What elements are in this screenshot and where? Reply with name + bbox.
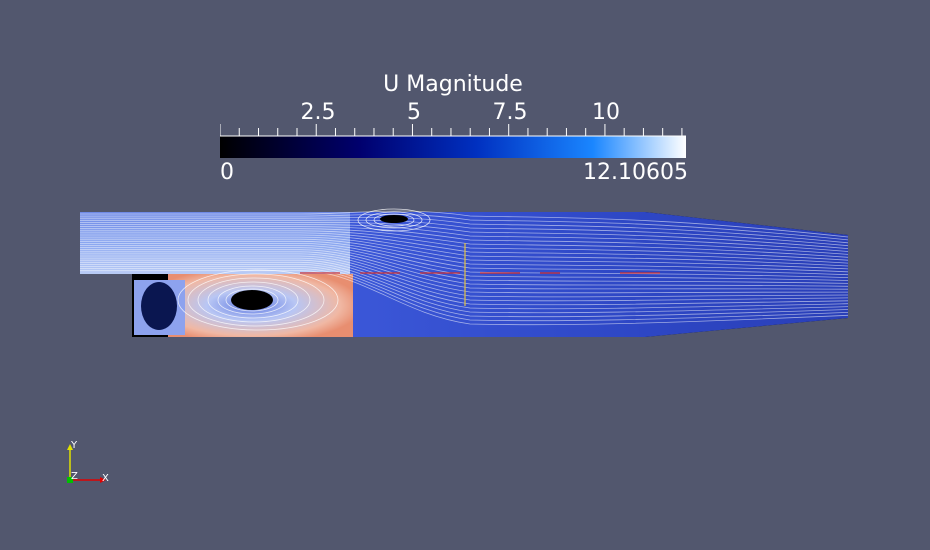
streamline bbox=[80, 243, 849, 278]
colorbar-tick-label: 7.5 bbox=[492, 100, 528, 125]
top-vortex bbox=[357, 208, 431, 232]
streamline bbox=[80, 249, 849, 287]
streamline bbox=[80, 219, 849, 247]
colorbar-tick-label: 2.5 bbox=[300, 100, 336, 125]
x-axis-label: X bbox=[102, 473, 109, 484]
colorbar-tick-label: 10 bbox=[592, 100, 620, 125]
streamline bbox=[80, 264, 849, 314]
orientation-axes bbox=[67, 444, 106, 483]
streamline bbox=[80, 213, 849, 241]
streamline bbox=[80, 259, 849, 306]
streamline bbox=[80, 221, 849, 249]
streamline bbox=[80, 216, 849, 244]
streamline bbox=[80, 240, 849, 276]
streamline bbox=[80, 228, 849, 258]
streamline bbox=[80, 226, 849, 255]
z-axis-marker bbox=[67, 477, 73, 483]
streamline bbox=[80, 247, 849, 284]
streamline bbox=[80, 255, 849, 298]
streamline bbox=[80, 230, 849, 261]
colorbar-title: U Magnitude bbox=[383, 72, 523, 97]
streamline bbox=[80, 261, 849, 310]
streamline bbox=[80, 232, 849, 264]
top-vortex-core bbox=[380, 215, 408, 223]
colorbar-tick-label: 5 bbox=[407, 100, 421, 125]
streamline bbox=[80, 234, 849, 267]
streamline bbox=[80, 245, 849, 281]
streamline bbox=[80, 253, 849, 294]
streamline bbox=[80, 270, 849, 326]
main-vortex bbox=[177, 269, 339, 331]
streamline bbox=[80, 224, 849, 252]
probe-lines bbox=[300, 243, 660, 306]
colorbar-range-max: 12.10605 bbox=[583, 160, 688, 185]
streamline bbox=[80, 210, 849, 238]
colorbar-range-min: 0 bbox=[220, 160, 234, 185]
colorbar-ticks bbox=[220, 124, 683, 136]
streamline bbox=[80, 251, 849, 290]
streamlines bbox=[80, 210, 849, 326]
streamline bbox=[80, 268, 849, 322]
colorbar-gradient bbox=[220, 136, 686, 158]
colorbar bbox=[220, 124, 686, 158]
streamline bbox=[80, 257, 849, 302]
z-axis-label: Z bbox=[71, 471, 78, 482]
corner-vortex-core bbox=[141, 282, 177, 330]
streamline bbox=[80, 236, 849, 270]
streamline bbox=[80, 238, 849, 273]
main-vortex-core bbox=[231, 290, 273, 310]
y-axis-label: Y bbox=[71, 440, 78, 451]
streamline bbox=[80, 266, 849, 318]
